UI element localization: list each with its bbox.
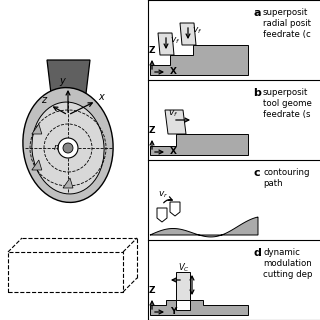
Text: b: b	[253, 88, 261, 98]
Text: dynamic: dynamic	[263, 248, 300, 257]
Text: n: n	[54, 143, 59, 152]
Polygon shape	[56, 98, 80, 102]
Text: Z: Z	[149, 286, 155, 295]
Polygon shape	[150, 134, 248, 155]
Text: X: X	[170, 68, 177, 76]
Text: contouring: contouring	[263, 168, 309, 177]
Polygon shape	[180, 23, 196, 45]
Polygon shape	[32, 160, 42, 170]
Polygon shape	[176, 272, 190, 300]
Text: path: path	[263, 179, 283, 188]
Polygon shape	[170, 202, 180, 216]
Polygon shape	[165, 110, 186, 134]
Polygon shape	[157, 208, 167, 222]
Text: cutting dep: cutting dep	[263, 270, 313, 279]
Text: radial posit: radial posit	[263, 19, 311, 28]
Text: X: X	[170, 148, 177, 156]
Text: $v_f$: $v_f$	[192, 25, 202, 36]
Ellipse shape	[23, 88, 113, 203]
Text: $v_r$: $v_r$	[158, 190, 168, 201]
Text: $V_C$: $V_C$	[178, 261, 190, 274]
Text: x: x	[98, 92, 104, 102]
Polygon shape	[150, 217, 258, 237]
Text: z: z	[41, 95, 46, 105]
Text: Z: Z	[149, 46, 155, 55]
Text: d: d	[253, 248, 261, 258]
Text: feedrate (c: feedrate (c	[263, 30, 311, 39]
Text: Y: Y	[170, 308, 176, 316]
Text: feedrate (s: feedrate (s	[263, 110, 310, 119]
Circle shape	[63, 143, 73, 153]
Text: tool geome: tool geome	[263, 99, 312, 108]
Polygon shape	[47, 60, 90, 102]
Text: superposit: superposit	[263, 88, 308, 97]
Text: superposit: superposit	[263, 8, 308, 17]
Ellipse shape	[32, 102, 104, 194]
Polygon shape	[32, 124, 42, 134]
Polygon shape	[150, 45, 248, 75]
Text: $v_f$: $v_f$	[170, 35, 180, 45]
Polygon shape	[150, 300, 248, 315]
Text: c: c	[253, 168, 260, 178]
Polygon shape	[63, 178, 73, 188]
Text: modulation: modulation	[263, 259, 312, 268]
Text: a: a	[253, 8, 260, 18]
Text: $v_f$: $v_f$	[168, 109, 178, 119]
Text: y: y	[59, 76, 65, 86]
Polygon shape	[158, 33, 174, 55]
Text: Z: Z	[149, 126, 155, 135]
Circle shape	[58, 138, 78, 158]
